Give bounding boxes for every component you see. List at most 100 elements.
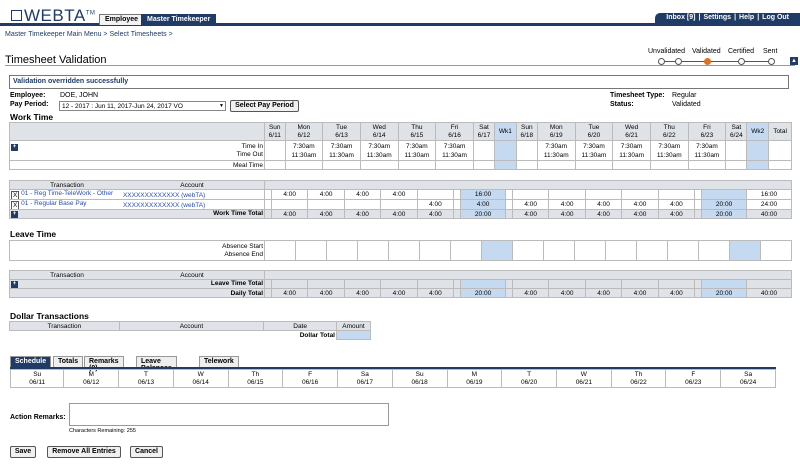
transaction-row[interactable]: X 01 - Regular Base Pay XXXXXXXXXXXXX (w… bbox=[9, 199, 265, 210]
meal-cell bbox=[494, 160, 517, 170]
hours-cell[interactable]: 4:00 bbox=[416, 199, 455, 210]
hours-cell[interactable]: 4:00 bbox=[270, 189, 309, 200]
schedule-day-date: 06/11 bbox=[29, 378, 46, 386]
hours-cell[interactable]: 16:00 bbox=[460, 189, 506, 200]
total-cell: 20:00 bbox=[460, 209, 506, 219]
tab-employee[interactable]: Employee bbox=[99, 14, 145, 25]
hours-cell[interactable]: 4:00 bbox=[343, 189, 382, 200]
breadcrumb[interactable]: Master Timekeeper Main Menu > Select Tim… bbox=[5, 31, 173, 38]
hours-cell[interactable]: 4:00 bbox=[548, 199, 586, 210]
hours-cell[interactable] bbox=[657, 189, 696, 200]
chars-remaining: Characters Remaining: 255 bbox=[69, 428, 136, 434]
save-button[interactable]: Save bbox=[10, 446, 36, 458]
hours-cell[interactable]: 4:00 bbox=[621, 199, 659, 210]
total-cell: 4:00 bbox=[307, 209, 345, 219]
day-date: 6/20 bbox=[587, 131, 601, 139]
settings-link[interactable]: Settings bbox=[703, 14, 732, 21]
hours-cell[interactable]: 4:00 bbox=[511, 199, 550, 210]
hours-cell[interactable]: 4:00 bbox=[460, 199, 506, 210]
day-header: Mon 6/12 bbox=[284, 122, 324, 141]
inbox-link[interactable]: Inbox [9] bbox=[666, 14, 696, 21]
hours-cell[interactable] bbox=[694, 199, 703, 210]
schedule-day-date: 06/19 bbox=[466, 378, 483, 386]
hours-cell[interactable] bbox=[548, 189, 586, 200]
add-transaction-icon[interactable]: + bbox=[11, 211, 18, 218]
absence-cell bbox=[636, 240, 668, 261]
tab-master-timekeeper[interactable]: Master Timekeeper bbox=[141, 14, 217, 25]
hours-cell[interactable] bbox=[380, 199, 418, 210]
total-cell: 4:00 bbox=[511, 209, 550, 219]
remove-all-button[interactable]: Remove All Entries bbox=[47, 446, 121, 458]
hours-cell[interactable] bbox=[343, 199, 382, 210]
day-date: 6/23 bbox=[700, 131, 714, 139]
absence-cell bbox=[698, 240, 730, 261]
leave-total-cell bbox=[694, 279, 703, 289]
time-out: 11:30am bbox=[366, 151, 392, 159]
hours-cell[interactable] bbox=[505, 199, 513, 210]
schedule-day-date: 06/18 bbox=[411, 378, 428, 386]
hours-cell[interactable]: 20:00 bbox=[701, 199, 747, 210]
delete-row-icon[interactable]: X bbox=[11, 201, 20, 209]
hours-cell[interactable] bbox=[453, 199, 462, 210]
hours-cell[interactable] bbox=[511, 189, 550, 200]
status-label: Status: bbox=[610, 101, 634, 108]
add-leave-icon[interactable]: + bbox=[11, 281, 18, 288]
schedule-day-name: W bbox=[197, 370, 204, 378]
time-cell: 7:30am 11:30am bbox=[284, 140, 324, 161]
dollar-total-value bbox=[336, 330, 371, 340]
daily-total-cell: 4:00 bbox=[270, 288, 309, 298]
leave-total-cell bbox=[505, 279, 513, 289]
hours-cell[interactable] bbox=[701, 189, 747, 200]
total-cell: 4:00 bbox=[343, 209, 382, 219]
meal-cell bbox=[284, 160, 324, 170]
absence-cell bbox=[760, 240, 792, 261]
logout-link[interactable]: Log Out bbox=[762, 14, 789, 21]
action-remarks-input[interactable] bbox=[69, 403, 389, 426]
add-icon[interactable]: + bbox=[11, 143, 18, 151]
day-header: Tue 6/20 bbox=[574, 122, 614, 141]
tab-underline bbox=[10, 367, 776, 369]
daily-total-cell: 4:00 bbox=[511, 288, 550, 298]
hours-cell[interactable] bbox=[264, 199, 272, 210]
hours-cell[interactable] bbox=[505, 189, 513, 200]
hours-cell[interactable] bbox=[270, 199, 309, 210]
schedule-day-date: 06/15 bbox=[247, 378, 264, 386]
day-header: Wk1 bbox=[494, 122, 517, 141]
hours-cell[interactable]: 16:00 bbox=[746, 189, 792, 200]
select-pay-period-button[interactable]: Select Pay Period bbox=[230, 100, 299, 112]
time-out: 11:30am bbox=[543, 151, 569, 159]
day-name: Tue bbox=[336, 123, 348, 131]
hours-cell[interactable] bbox=[453, 189, 462, 200]
work-time-table: Sun 6/11 Mon 6/12 Tue 6/13 Wed 6/14 Thu 6/15 Fri 6/… bbox=[9, 122, 792, 170]
hours-cell[interactable]: 4:00 bbox=[307, 189, 345, 200]
collapse-icon[interactable]: ▲ bbox=[790, 57, 798, 65]
time-cell: 7:30am 11:30am bbox=[687, 140, 727, 161]
hours-cell[interactable] bbox=[694, 189, 703, 200]
schedule-day-name: F bbox=[308, 370, 313, 378]
schedule-day: Su 06/18 bbox=[391, 369, 448, 388]
pay-period-select[interactable]: 12 - 2017 : Jun 11, 2017-Jun 24, 2017 VO bbox=[59, 101, 226, 111]
step-dot bbox=[675, 58, 682, 65]
hours-cell[interactable]: 4:00 bbox=[380, 189, 418, 200]
hours-cell[interactable]: 4:00 bbox=[584, 199, 623, 210]
hours-cell[interactable]: 4:00 bbox=[657, 199, 696, 210]
total-cell: 4:00 bbox=[548, 209, 586, 219]
hours-cell[interactable]: 24:00 bbox=[746, 199, 792, 210]
time-in: 7:30am bbox=[620, 142, 643, 150]
meal-cell bbox=[264, 160, 286, 170]
total-cell: 40:00 bbox=[746, 209, 792, 219]
step-dot bbox=[768, 58, 775, 65]
cancel-button[interactable]: Cancel bbox=[130, 446, 163, 458]
transaction-row[interactable]: X 01 - Reg Time-TeleWork - Other XXXXXXX… bbox=[9, 189, 265, 200]
hours-cell[interactable] bbox=[621, 189, 659, 200]
absence-cell bbox=[388, 240, 420, 261]
meal-cell bbox=[359, 160, 399, 170]
time-out: 11:30am bbox=[694, 151, 720, 159]
leave-total-cell bbox=[621, 279, 659, 289]
hours-cell[interactable] bbox=[584, 189, 623, 200]
hours-cell[interactable] bbox=[307, 199, 345, 210]
delete-row-icon[interactable]: X bbox=[11, 191, 20, 199]
hours-cell[interactable] bbox=[416, 189, 455, 200]
hours-cell[interactable] bbox=[264, 189, 272, 200]
help-link[interactable]: Help bbox=[739, 14, 755, 21]
